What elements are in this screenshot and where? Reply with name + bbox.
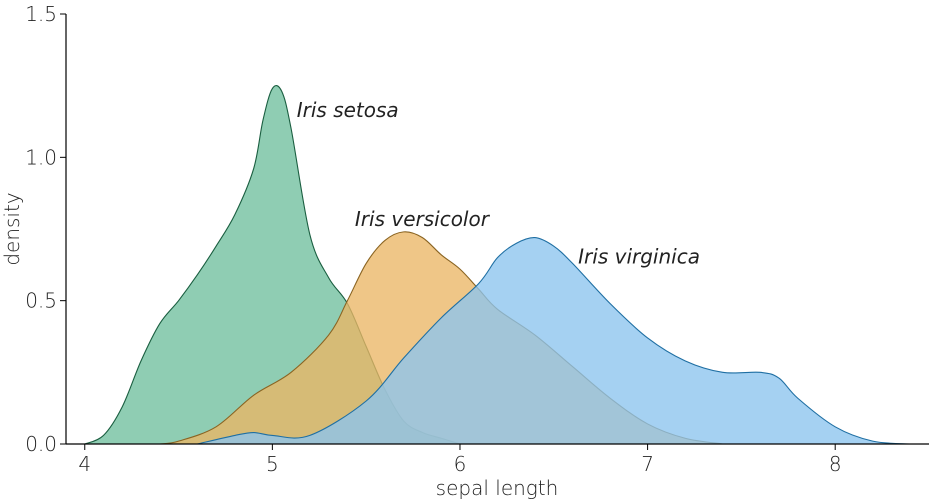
x-tick-label: 7 <box>641 452 654 476</box>
series-labels: Iris setosa Iris versicolor Iris virginica <box>297 98 700 268</box>
y-ticks: 0.0 0.5 1.0 1.5 <box>25 2 66 456</box>
y-tick-label: 1.5 <box>25 2 57 26</box>
x-tick-label: 6 <box>454 452 467 476</box>
x-tick-label: 4 <box>78 452 91 476</box>
x-tick-label: 8 <box>829 452 842 476</box>
y-tick-label: 1.0 <box>25 145 57 169</box>
density-line-3 <box>197 237 911 445</box>
density-areas <box>84 85 911 445</box>
y-tick-label: 0.5 <box>25 289 57 313</box>
x-axis-title: sepal length <box>436 476 559 500</box>
y-tick-label: 0.0 <box>25 432 57 456</box>
series-label: Iris virginica <box>578 244 700 268</box>
y-axis-title: density <box>0 192 24 265</box>
x-ticks: 4 5 6 7 8 <box>78 444 842 476</box>
axes <box>65 14 929 445</box>
series-label: Iris setosa <box>297 98 399 122</box>
series-label: Iris versicolor <box>355 207 491 231</box>
x-tick-label: 5 <box>266 452 279 476</box>
